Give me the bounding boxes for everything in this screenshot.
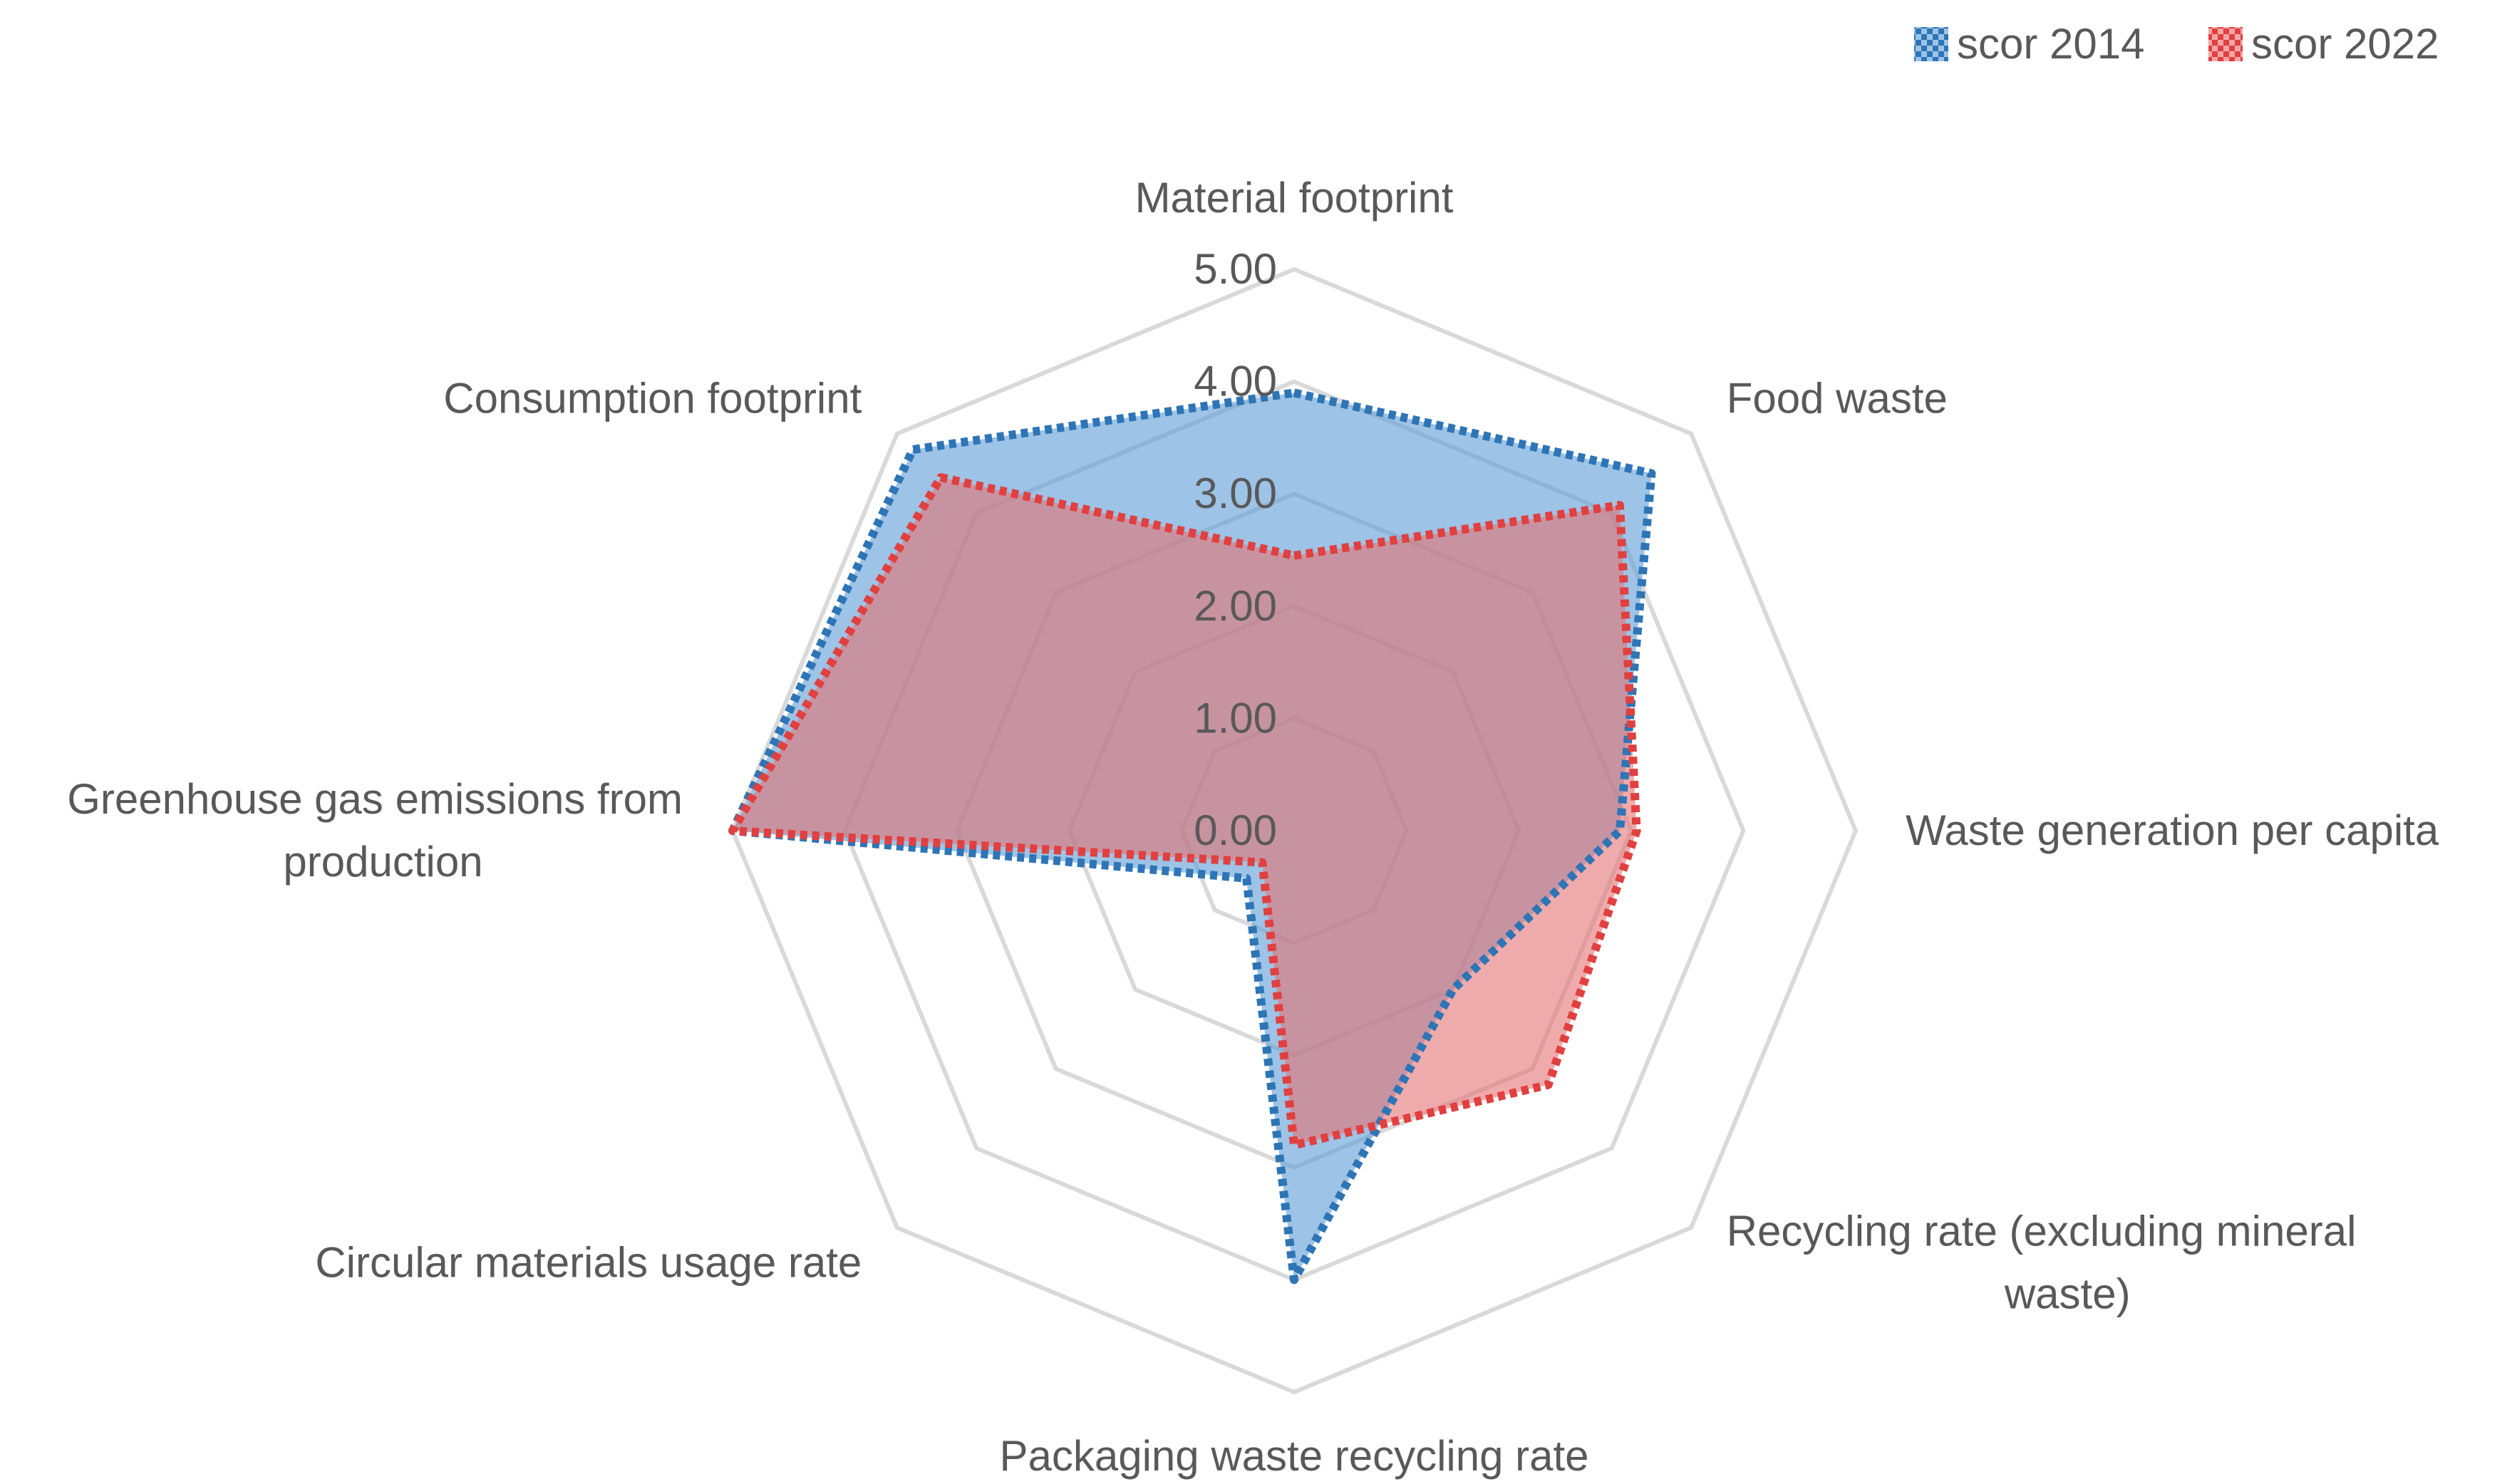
legend-swatch-2014 [1914,27,1948,61]
legend-item-2014[interactable]: scor 2014 [1914,20,2145,68]
legend-label-2014: scor 2014 [1957,20,2145,68]
category-label-0: Material footprint [1135,174,1454,222]
category-label-3-line-0: Recycling rate (excluding mineral [1727,1208,2357,1255]
category-label-5: Circular materials usage rate [315,1239,862,1287]
category-label-2-line-0: Waste generation per capita [1906,806,2439,854]
legend-swatch-2022 [2208,27,2243,61]
category-label-4: Packaging waste recycling rate [999,1432,1588,1480]
category-label-6-line-1: production [283,838,482,886]
tick-label-5: 5.00 [1194,245,1277,293]
category-label-1: Food waste [1727,374,1948,422]
tick-label-1: 1.00 [1194,694,1277,742]
category-label-5-line-0: Circular materials usage rate [315,1239,862,1287]
category-label-6: Greenhouse gas emissions from production [67,775,683,886]
radial-tick-labels: 0.00 1.00 2.00 3.00 4.00 5.00 [1194,245,1277,854]
category-label-1-line-0: Food waste [1727,374,1948,422]
series-area-1 [733,477,1637,1146]
series-group [728,388,1656,1285]
tick-label-3: 3.00 [1194,469,1277,517]
category-label-3-line-1: waste) [2004,1270,2131,1318]
grid-ring-5 [730,266,1859,1395]
category-labels: Material footprint Food waste Waste genera… [67,174,2439,1480]
tick-label-0: 0.00 [1194,806,1277,854]
category-label-4-line-0: Packaging waste recycling rate [999,1432,1588,1480]
category-label-3: Recycling rate (excluding mineral waste) [1727,1208,2357,1318]
series-line-1[interactable] [728,473,1641,1150]
tick-label-4: 4.00 [1194,358,1277,405]
legend: scor 2014 scor 2022 [1914,20,2439,68]
category-label-2: Waste generation per capita [1906,806,2439,854]
legend-item-2022[interactable]: scor 2022 [2208,20,2439,68]
tick-label-2: 2.00 [1194,582,1277,630]
category-label-7-line-0: Consumption footprint [443,374,862,422]
category-label-7: Consumption footprint [443,374,862,422]
legend-label-2022: scor 2022 [2251,20,2439,68]
series-line-0[interactable] [728,388,1656,1285]
category-label-6-line-0: Greenhouse gas emissions from [67,775,683,823]
category-label-0-line-0: Material footprint [1135,174,1454,222]
